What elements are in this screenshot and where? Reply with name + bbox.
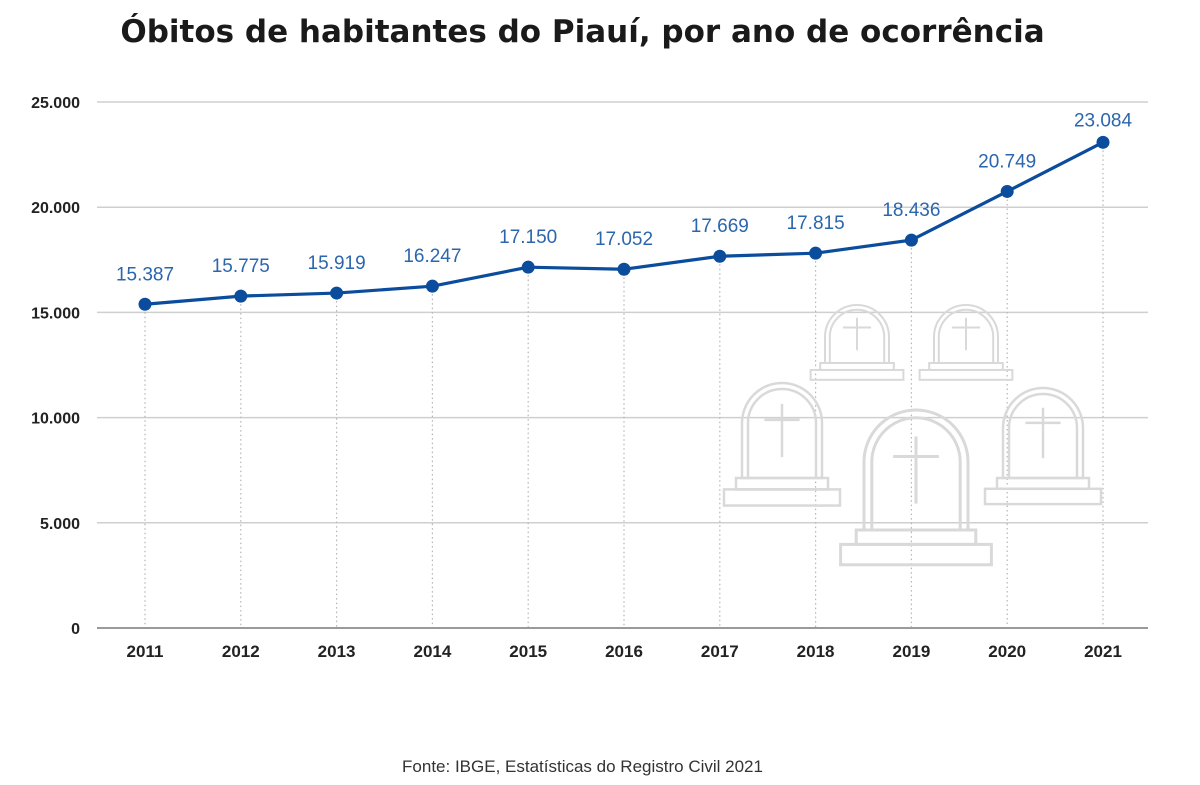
y-tick-label: 15.000	[31, 305, 80, 322]
data-label: 17.150	[499, 227, 557, 248]
chart-title: Óbitos de habitantes do Piauí, por ano d…	[120, 14, 1045, 50]
data-point	[1096, 135, 1110, 149]
tombstone-icon	[722, 381, 842, 507]
y-tick-label: 25.000	[31, 95, 80, 112]
gridlines	[97, 101, 1148, 524]
tombstone-icon	[918, 304, 1014, 381]
x-tick-label: 2020	[988, 642, 1026, 661]
y-tick-label: 10.000	[31, 411, 80, 428]
data-label: 17.669	[691, 216, 749, 237]
data-point	[617, 262, 631, 276]
data-point	[234, 289, 248, 303]
data-label: 15.387	[116, 264, 174, 285]
drop-lines	[144, 150, 1104, 628]
data-point	[713, 249, 727, 263]
series-line	[144, 140, 1104, 306]
data-label: 15.775	[212, 256, 270, 277]
axes: 0 5.000 10.000 15.000 20.000 25.000 2011 2012 20…	[31, 95, 1148, 661]
y-tick-label: 20.000	[31, 200, 80, 217]
tombstone-icon	[983, 386, 1103, 506]
x-tick-label: 2011	[127, 642, 164, 661]
data-point	[809, 246, 823, 260]
tombstone-icon	[809, 304, 905, 381]
data-point	[1000, 184, 1014, 198]
data-label: 17.815	[787, 213, 845, 234]
x-tick-label: 2021	[1084, 642, 1122, 661]
data-point	[521, 260, 535, 274]
x-tick-label: 2012	[222, 642, 260, 661]
x-tick-label: 2019	[892, 642, 930, 661]
series-line-group	[138, 135, 1110, 311]
x-tick-label: 2015	[509, 642, 547, 661]
y-tick-label: 5.000	[40, 516, 80, 533]
tombstone-decoration	[722, 304, 1103, 567]
x-tick-label: 2017	[701, 642, 739, 661]
data-label: 17.052	[595, 229, 653, 250]
data-point	[138, 297, 152, 311]
x-tick-label: 2016	[605, 642, 643, 661]
data-label: 15.919	[308, 253, 366, 274]
source-note: Fonte: IBGE, Estatísticas do Registro Ci…	[402, 757, 763, 776]
tombstone-icon	[839, 408, 993, 567]
x-tick-label: 2018	[797, 642, 835, 661]
data-label: 18.436	[882, 200, 940, 221]
y-tick-label: 0	[71, 621, 80, 638]
x-tick-label: 2013	[318, 642, 356, 661]
data-point	[904, 233, 918, 247]
data-labels: 15.387 15.775 15.919 16.247 17.150 17.052 17.6…	[116, 110, 1133, 285]
data-point	[330, 286, 344, 300]
data-label: 16.247	[403, 246, 461, 267]
data-label: 23.084	[1074, 110, 1133, 131]
x-tick-label: 2014	[413, 642, 451, 661]
data-point	[425, 279, 439, 293]
data-label: 20.749	[978, 151, 1036, 172]
